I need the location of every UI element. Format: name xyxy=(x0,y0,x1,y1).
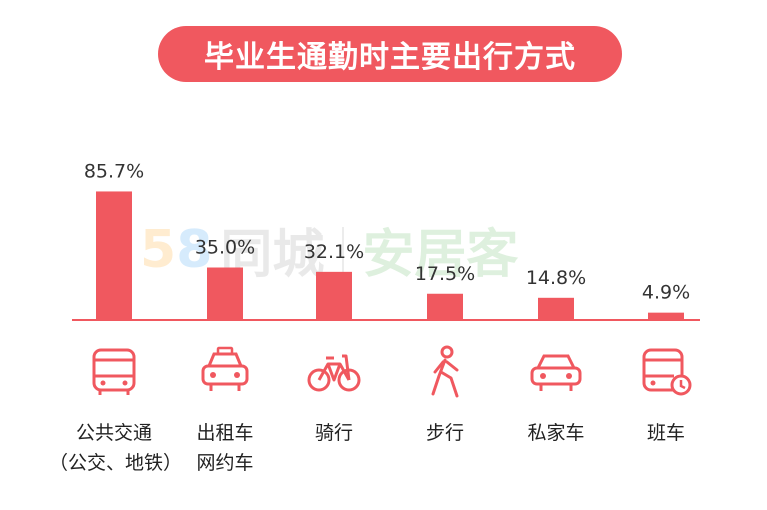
car-icon xyxy=(528,344,584,400)
category-label-5: 班车 xyxy=(601,418,731,448)
value-label-5: 4.9% xyxy=(642,282,690,304)
category-label-line: 私家车 xyxy=(527,422,585,444)
category-label-0: 公共交通 （公交、地铁） xyxy=(49,418,183,478)
value-label-3: 17.5% xyxy=(415,263,475,285)
bar-3 xyxy=(427,293,463,320)
category-label-1: 出租车 网约车 xyxy=(160,418,290,478)
bar-5 xyxy=(648,312,684,320)
category-label-line: 出租车 xyxy=(196,422,254,444)
category-label-line: 骑行 xyxy=(314,422,353,444)
taxi-icon xyxy=(197,344,253,400)
category-label-3: 步行 xyxy=(380,418,510,448)
shuttle-bus-icon xyxy=(638,344,694,400)
category-label-line: 网约车 xyxy=(196,452,254,474)
chart-title: 毕业生通勤时主要出行方式 xyxy=(158,26,622,82)
value-label-0: 85.7% xyxy=(84,160,144,182)
bar-2 xyxy=(316,271,352,320)
category-label-4: 私家车 xyxy=(491,418,621,448)
bus-icon xyxy=(86,344,142,400)
category-label-line: 公共交通 xyxy=(75,422,152,444)
bar-0 xyxy=(96,191,132,320)
bar-4 xyxy=(538,297,574,320)
value-label-1: 35.0% xyxy=(195,237,255,259)
category-label-line: （公交、地铁） xyxy=(49,452,183,474)
category-label-line: 班车 xyxy=(646,422,685,444)
value-label-4: 14.8% xyxy=(526,267,586,289)
value-label-2: 32.1% xyxy=(304,241,364,263)
walking-icon xyxy=(417,344,473,400)
category-label-2: 骑行 xyxy=(269,418,399,448)
category-label-line: 步行 xyxy=(425,422,464,444)
bar-1 xyxy=(207,267,243,320)
bicycle-icon xyxy=(306,344,362,400)
